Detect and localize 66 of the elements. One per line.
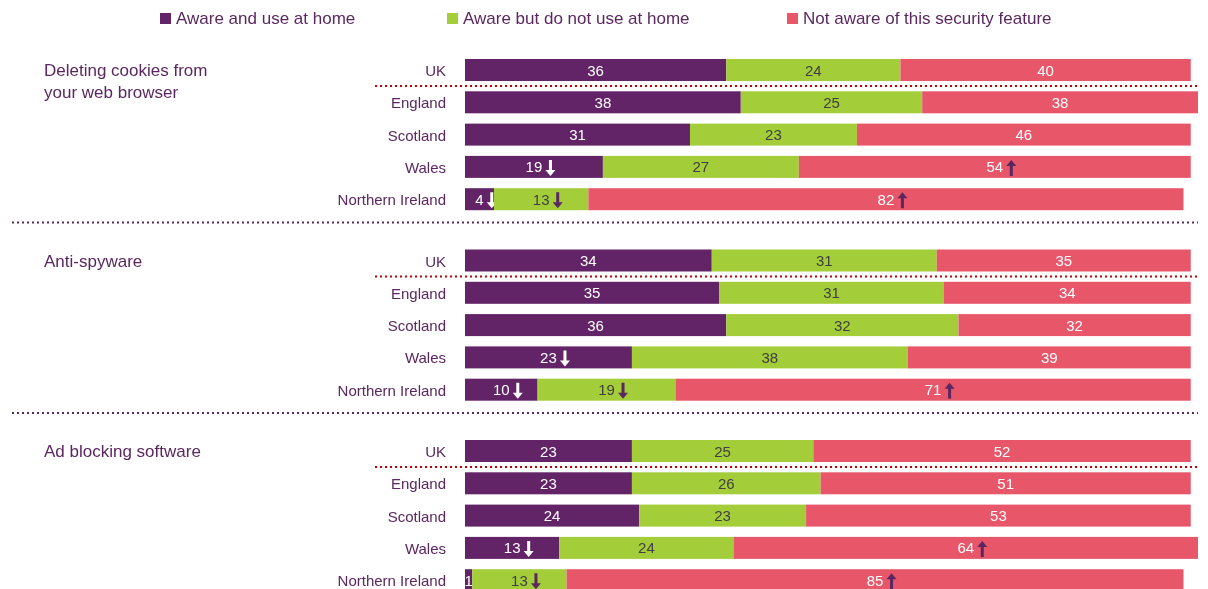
- data-label: 13: [503, 539, 521, 557]
- y-tick-label: Wales: [404, 349, 446, 367]
- y-tick-label: UK: [425, 62, 446, 79]
- y-tick-label: England: [390, 94, 446, 112]
- y-tick-label: England: [390, 284, 446, 302]
- data-label: 64: [957, 539, 975, 557]
- data-label: 36: [587, 61, 604, 79]
- data-label: 34: [1059, 284, 1076, 302]
- y-tick-label: Northern Ireland: [337, 381, 446, 399]
- data-label: 25: [823, 93, 840, 111]
- data-label: 35: [1055, 252, 1073, 269]
- text: Ad blocking software: [44, 442, 201, 461]
- data-label: 31: [815, 252, 833, 269]
- legend-label: Aware and use at home: [176, 9, 356, 28]
- data-label: 26: [717, 474, 735, 492]
- data-label: 38: [1051, 93, 1069, 111]
- data-label: 10: [492, 381, 510, 399]
- data-label: 82: [877, 190, 895, 208]
- data-label: 24: [805, 61, 822, 79]
- data-label: 19: [598, 381, 615, 399]
- data-label: 24: [638, 539, 655, 557]
- data-label: 32: [834, 316, 851, 334]
- data-label: 39: [1040, 348, 1058, 366]
- data-label: 27: [692, 158, 710, 176]
- y-tick-label: UK: [425, 252, 446, 270]
- data-label: 31: [569, 126, 586, 144]
- text: Deleting cookies from your web browser: [44, 61, 208, 102]
- text: Anti-spyware: [44, 251, 143, 271]
- data-label: 53: [990, 507, 1007, 525]
- y-tick-label: Northern Ireland: [337, 572, 446, 589]
- data-label: 24: [543, 507, 561, 525]
- data-label: 34: [580, 252, 597, 269]
- data-label: 23: [540, 348, 557, 366]
- data-label: 23: [714, 507, 731, 525]
- data-label: 38: [761, 348, 779, 366]
- legend-label: Not aware of this security feature: [803, 9, 1052, 28]
- data-label: 54: [986, 158, 1004, 176]
- data-label: 52: [993, 442, 1011, 460]
- data-label: 85: [866, 571, 884, 589]
- data-label: 36: [587, 316, 604, 334]
- data-label: 19: [525, 158, 543, 176]
- data-label: 23: [540, 442, 557, 460]
- legend-label: Aware but do not use at home: [463, 9, 690, 28]
- y-tick-label: Northern Ireland: [337, 191, 446, 209]
- data-label: 4: [475, 190, 484, 208]
- y-tick-label: England: [390, 475, 446, 493]
- y-tick-label: Scotland: [387, 126, 446, 144]
- data-label: 13: [511, 571, 528, 589]
- y-tick-label: Wales: [404, 158, 446, 176]
- data-label: 35: [583, 284, 601, 302]
- data-label: 13: [532, 190, 550, 208]
- data-label: 23: [765, 126, 782, 144]
- y-tick-label: Wales: [404, 539, 446, 557]
- data-label: 51: [997, 474, 1015, 492]
- data-label: 23: [540, 474, 557, 492]
- data-label: 25: [714, 442, 731, 460]
- data-label: 32: [1066, 316, 1083, 334]
- data-label: 40: [1037, 61, 1054, 79]
- y-tick-label: UK: [425, 443, 446, 460]
- data-label: 46: [1015, 126, 1033, 144]
- data-label: 31: [823, 284, 840, 302]
- data-label: 71: [924, 381, 942, 399]
- y-tick-label: Scotland: [387, 507, 446, 525]
- data-label: 38: [594, 93, 612, 111]
- y-tick-label: Scotland: [387, 317, 446, 335]
- data-label: 1: [464, 571, 473, 589]
